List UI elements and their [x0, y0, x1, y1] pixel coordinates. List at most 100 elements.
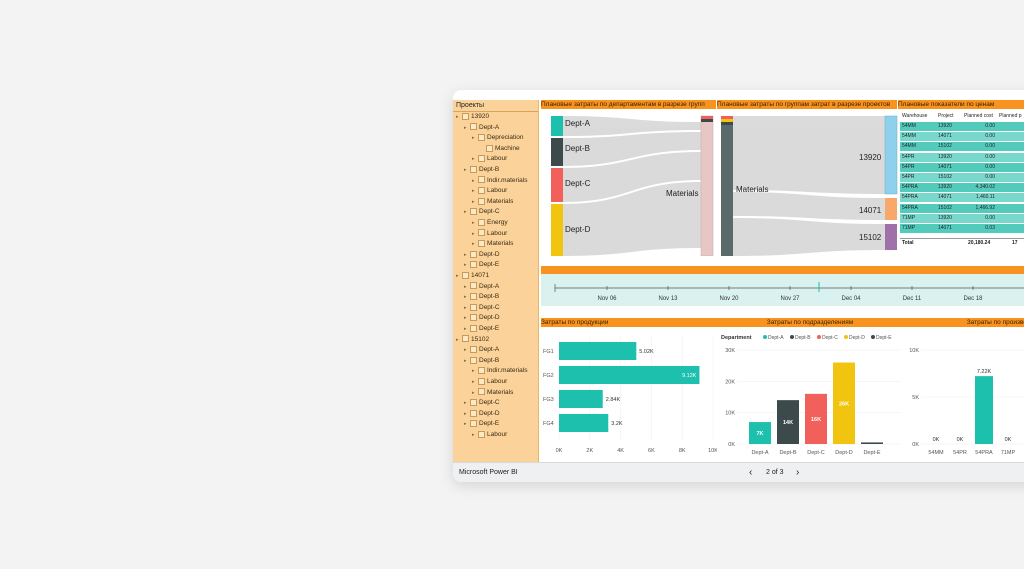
expand-icon[interactable]: ▸ — [472, 230, 475, 237]
checkbox[interactable] — [478, 430, 485, 438]
checkbox[interactable] — [478, 176, 485, 184]
expand-icon[interactable]: ▸ — [472, 188, 475, 195]
tree-item[interactable]: ▸ 14071 — [456, 271, 489, 281]
checkbox[interactable] — [470, 165, 477, 173]
tree-item[interactable]: ▸ Dept-E — [464, 419, 499, 429]
sankey1-node-dept-a[interactable] — [551, 116, 563, 136]
table-row[interactable]: 54PR 14071 0.00 — [900, 162, 1024, 172]
sankey2-node-materials[interactable] — [721, 116, 733, 256]
tree-item[interactable]: ▸ Dept-A — [464, 282, 499, 292]
checkbox[interactable] — [478, 186, 485, 194]
expand-icon[interactable]: ▸ — [464, 209, 467, 216]
table-row[interactable]: 54MM 14071 0.00 — [900, 132, 1024, 142]
expand-icon[interactable]: ▸ — [464, 124, 467, 131]
tree-item[interactable]: ▸ Dept-A — [464, 345, 499, 355]
expand-icon[interactable]: ▸ — [464, 283, 467, 290]
checkbox[interactable] — [486, 144, 493, 152]
checkbox[interactable] — [470, 314, 477, 322]
sankey2-chart[interactable]: Materials 13920 14071 15102 — [719, 110, 899, 256]
tree-item[interactable]: ▸ Materials — [472, 239, 513, 249]
timeline-slicer[interactable]: Nov 06 Nov 13 Nov 20 Nov 27 Dec 04 Dec 11 Dec … — [541, 274, 1024, 306]
tree-item[interactable]: ▸ Dept-B — [464, 165, 499, 175]
expand-icon[interactable]: ▸ — [464, 167, 467, 173]
bar[interactable] — [777, 400, 799, 444]
tree-item[interactable]: ▸ Materials — [472, 197, 513, 207]
expand-icon[interactable]: ▸ — [464, 251, 467, 258]
expand-icon[interactable]: ▸ — [472, 135, 475, 142]
tree-item[interactable]: ▸ Depreciation — [472, 133, 524, 143]
expand-icon[interactable]: ▸ — [464, 421, 467, 428]
checkbox[interactable] — [470, 208, 477, 216]
expand-icon[interactable]: ▸ — [472, 432, 475, 438]
expand-icon[interactable]: ▸ — [472, 156, 475, 163]
tree-item[interactable]: ▸ Labour — [472, 229, 507, 239]
prev-page-icon[interactable]: ‹ — [749, 467, 753, 478]
tree-item[interactable]: ▸ Dept-E — [464, 260, 499, 270]
tree-item[interactable]: ▸ Dept-E — [464, 324, 499, 334]
expand-icon[interactable]: ▸ — [456, 336, 459, 343]
products-bar-chart[interactable]: 0K 2K 4K 6K 8K 10K FG1 5.02K FG2 9.12K FG3 2.84K FG4… — [541, 328, 717, 460]
bar[interactable] — [559, 366, 700, 384]
checkbox[interactable] — [462, 112, 469, 120]
expand-icon[interactable]: ▸ — [472, 241, 475, 248]
expand-icon[interactable]: ▸ — [464, 315, 467, 322]
checkbox[interactable] — [478, 155, 485, 163]
sankey1-node-dept-c[interactable] — [551, 168, 563, 202]
sankey1-node-dept-b[interactable] — [551, 138, 563, 166]
bar[interactable] — [805, 393, 827, 444]
expand-icon[interactable]: ▸ — [464, 304, 467, 311]
checkbox[interactable] — [478, 388, 485, 396]
tree-item[interactable]: ▸ Materials — [472, 388, 513, 398]
checkbox[interactable] — [470, 356, 477, 364]
table-row[interactable]: 54PRA 14071 1,460.11 — [900, 193, 1024, 203]
bar[interactable] — [975, 376, 993, 444]
table-row[interactable]: 54MM 15102 0.00 — [900, 142, 1024, 152]
expand-icon[interactable]: ▸ — [464, 326, 467, 332]
expand-icon[interactable]: ▸ — [472, 389, 475, 396]
projects-slicer[interactable]: Проекты ▸ 13920 ▸ Dept-A ▸ Depreciation Machin… — [453, 100, 539, 462]
checkbox[interactable] — [478, 367, 485, 375]
tree-item[interactable]: Machine — [480, 144, 520, 154]
expand-icon[interactable]: ▸ — [464, 410, 467, 417]
table-row[interactable]: 54PR 15102 0.00 — [900, 173, 1024, 182]
table-row[interactable]: 54PR 13920 0.00 — [900, 152, 1024, 162]
sankey1-chart[interactable]: Dept-A Dept-B Dept-C Dept-D Materials — [541, 110, 716, 256]
checkbox[interactable] — [470, 345, 477, 353]
checkbox[interactable] — [478, 229, 485, 237]
checkbox[interactable] — [470, 324, 477, 332]
tree-item[interactable]: ▸ Indir.materials — [472, 176, 527, 186]
checkbox[interactable] — [470, 282, 477, 290]
checkbox[interactable] — [478, 377, 485, 385]
sankey2-node-15102[interactable] — [885, 224, 897, 250]
table-row[interactable]: 54PRA 13920 4,340.02 — [900, 183, 1024, 193]
sankey1-node-materials[interactable] — [700, 115, 714, 256]
tree-item[interactable]: ▸ Labour — [472, 430, 507, 440]
table-row[interactable]: 71MP 13920 0.00 — [900, 213, 1024, 223]
expand-icon[interactable]: ▸ — [472, 379, 475, 385]
tree-item[interactable]: ▸ Dept-D — [464, 409, 500, 419]
checkbox[interactable] — [470, 292, 477, 300]
expand-icon[interactable]: ▸ — [464, 357, 467, 364]
checkbox[interactable] — [470, 409, 477, 417]
bar[interactable] — [559, 390, 603, 408]
checkbox[interactable] — [478, 133, 485, 141]
expand-icon[interactable]: ▸ — [472, 198, 475, 205]
expand-icon[interactable]: ▸ — [472, 177, 475, 184]
checkbox[interactable] — [478, 218, 485, 226]
checkbox[interactable] — [470, 250, 477, 258]
checkbox[interactable] — [470, 420, 477, 428]
expand-icon[interactable]: ▸ — [464, 347, 467, 354]
tree-item[interactable]: ▸ Energy — [472, 218, 508, 228]
checkbox[interactable] — [470, 398, 477, 406]
table-row[interactable]: 54PRA 15102 1,466.92 — [900, 203, 1024, 213]
tree-item[interactable]: ▸ Dept-B — [464, 292, 499, 302]
tree-item[interactable]: ▸ Dept-B — [464, 356, 499, 366]
tree-item[interactable]: ▸ Labour — [472, 154, 507, 164]
tree-item[interactable]: ▸ Dept-C — [464, 207, 500, 217]
expand-icon[interactable]: ▸ — [472, 368, 475, 375]
tree-item[interactable]: ▸ Dept-D — [464, 250, 500, 260]
bar[interactable] — [833, 362, 855, 444]
tree-item[interactable]: ▸ Dept-D — [464, 313, 500, 323]
tree-item[interactable]: ▸ Dept-C — [464, 303, 500, 313]
checkbox[interactable] — [478, 197, 485, 205]
